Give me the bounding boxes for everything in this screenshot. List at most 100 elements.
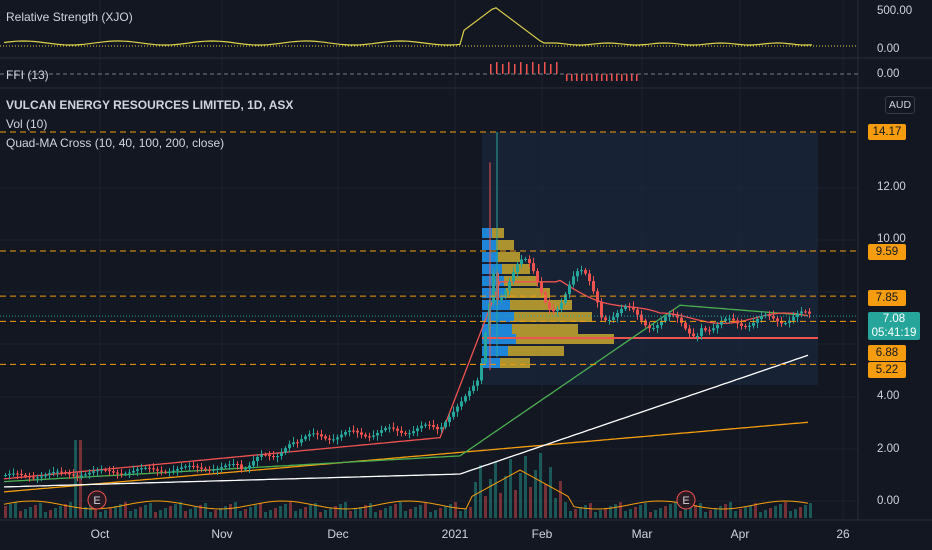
candle-body xyxy=(352,430,355,432)
ffi-bar xyxy=(550,64,552,74)
candle-body xyxy=(440,427,443,430)
candle-body xyxy=(608,320,611,322)
candle-body xyxy=(12,473,15,475)
ffi-bar xyxy=(566,74,568,81)
volume-bar xyxy=(679,511,682,518)
ffi-bar xyxy=(496,62,498,74)
candle-body xyxy=(340,434,343,438)
volume-bar xyxy=(564,502,567,518)
currency-button[interactable]: AUD xyxy=(885,96,915,114)
candle-body xyxy=(460,401,463,407)
volume-bar xyxy=(219,508,222,518)
vol-legend-label[interactable]: Vol (10) xyxy=(6,117,48,131)
candle-body xyxy=(604,317,607,321)
volume-bar xyxy=(154,512,157,518)
volume-profile-bar-down xyxy=(504,276,538,286)
candle-body xyxy=(520,259,523,265)
candle-body xyxy=(120,473,123,475)
volume-bar xyxy=(69,502,72,518)
candle-body xyxy=(92,471,95,473)
candle-body xyxy=(756,318,759,323)
volume-bar xyxy=(89,505,92,518)
candle-body xyxy=(692,333,695,337)
volume-bar xyxy=(39,503,42,518)
candle-body xyxy=(688,328,691,334)
ffi-bar xyxy=(631,74,633,81)
symbol-title[interactable]: VULCAN ENERGY RESOURCES LIMITED, 1D, ASX xyxy=(6,98,294,112)
volume-bar xyxy=(94,503,97,518)
volume-bar xyxy=(449,504,452,518)
candle-body xyxy=(524,258,527,260)
volume-bar xyxy=(4,506,7,518)
volume-bar xyxy=(244,509,247,518)
candle-body xyxy=(236,464,239,466)
candle-body xyxy=(676,314,679,318)
ma-legend-label[interactable]: Quad-MA Cross (10, 40, 100, 200, close) xyxy=(6,136,225,150)
ffi-pane xyxy=(0,62,858,81)
volume-bar xyxy=(704,512,707,518)
candle-body xyxy=(452,411,455,417)
candle-body xyxy=(680,317,683,323)
volume-bar xyxy=(654,510,657,518)
volume-profile xyxy=(482,132,818,385)
volume-bar xyxy=(684,509,687,518)
candle-body xyxy=(208,469,211,471)
volume-bar xyxy=(649,512,652,518)
volume-profile-bar-down xyxy=(508,346,564,356)
volume-bar xyxy=(299,509,302,518)
volume-bar xyxy=(129,511,132,518)
volume-bar xyxy=(489,479,492,518)
volume-bar xyxy=(269,510,272,518)
volume-bar xyxy=(354,509,357,518)
ffi-legend-label[interactable]: FFI (13) xyxy=(6,68,49,82)
volume-bar xyxy=(529,487,532,518)
volume-bar xyxy=(624,511,627,518)
volume-bar xyxy=(424,503,427,518)
candle-body xyxy=(152,468,155,470)
volume-bar xyxy=(539,453,542,518)
volume-bar xyxy=(619,502,622,518)
earnings-marker-label: E xyxy=(93,495,100,507)
ffi-bar xyxy=(626,74,628,81)
rs-legend-label[interactable]: Relative Strength (XJO) xyxy=(6,10,133,24)
candle-body xyxy=(492,272,495,303)
candle-body xyxy=(704,328,707,331)
volume-profile-bar-up xyxy=(482,264,502,274)
candle-body xyxy=(176,468,179,471)
volume-bar xyxy=(349,511,352,518)
volume-bar xyxy=(769,508,772,518)
volume-bar xyxy=(164,508,167,518)
candle-body xyxy=(72,474,75,476)
candle-body xyxy=(648,325,651,329)
candle-body xyxy=(348,430,351,433)
candle-body xyxy=(292,442,295,445)
x-label-mar: Mar xyxy=(631,527,653,541)
candle-body xyxy=(788,320,791,324)
candle-body xyxy=(428,424,431,426)
candle-body xyxy=(80,475,83,477)
candle-body xyxy=(172,470,175,472)
candle-body xyxy=(424,424,427,426)
ffi-bar xyxy=(621,74,623,81)
candle-body xyxy=(40,476,43,478)
candle-body xyxy=(516,264,519,273)
candle-body xyxy=(668,314,671,317)
volume-bar xyxy=(734,511,737,518)
volume-bar xyxy=(309,505,312,518)
volume-bar xyxy=(454,502,457,518)
candle-body xyxy=(472,385,475,391)
volume-bar xyxy=(44,512,47,518)
volume-bar xyxy=(399,502,402,518)
candle-body xyxy=(412,431,415,434)
candle-body xyxy=(368,436,371,438)
candle-body xyxy=(184,466,187,468)
volume-bar xyxy=(24,509,27,518)
volume-bar xyxy=(434,510,437,518)
candle-body xyxy=(656,325,659,328)
volume-bar xyxy=(234,502,237,518)
candle-body xyxy=(400,430,403,433)
candle-body xyxy=(316,433,319,435)
volume-bar xyxy=(214,510,217,518)
candle-body xyxy=(736,320,739,324)
